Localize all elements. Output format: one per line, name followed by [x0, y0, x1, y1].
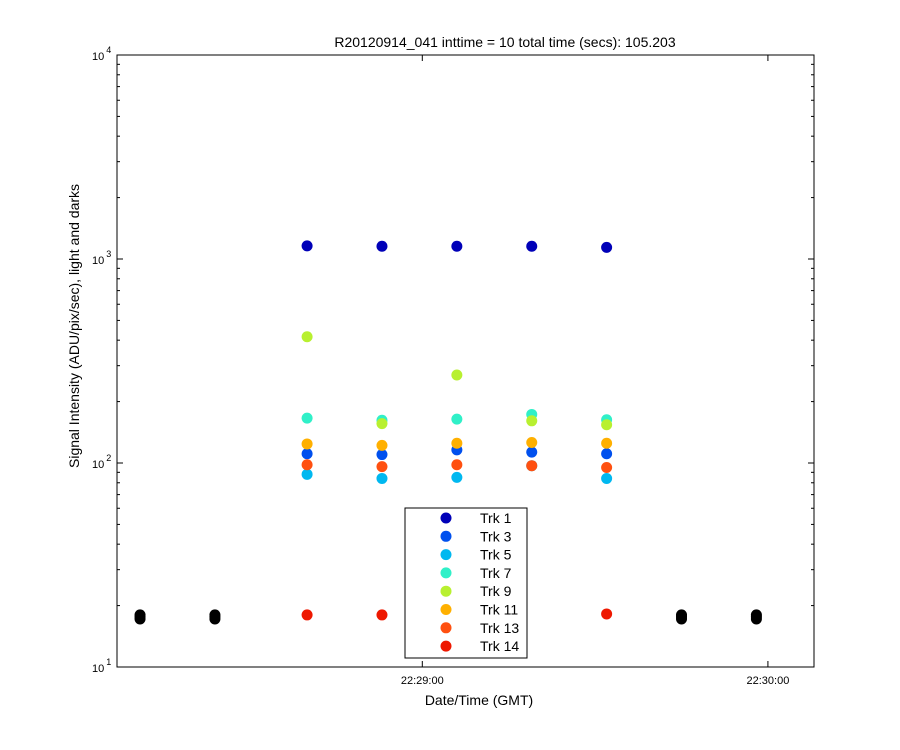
series-point [376, 439, 388, 451]
legend-box [404, 507, 528, 659]
y-tick-label: 102 [92, 453, 111, 471]
series-point [376, 461, 388, 473]
series-point [451, 471, 463, 483]
series-point [451, 413, 463, 425]
series-point [601, 462, 613, 474]
axis-tick-labels: 101 102 103 104 22:29:00 22:30:00 [92, 45, 789, 687]
series-point [526, 460, 538, 472]
legend-marker [440, 640, 452, 652]
legend-label: Trk 3 [480, 528, 512, 544]
series-point [601, 437, 613, 449]
legend-label: Trk 9 [480, 583, 512, 599]
series-point [526, 446, 538, 458]
y-axis-label: Signal Intensity (ADU/pix/sec), light an… [66, 184, 82, 468]
dark-point [676, 609, 688, 621]
series-point [601, 472, 613, 484]
series-point [376, 418, 388, 430]
series-point [451, 369, 463, 381]
legend: Trk 1 Trk 3 Trk 5 Trk 7 Trk 9 Trk 11 Trk 13 Trk… [404, 507, 528, 659]
series-point [451, 437, 463, 449]
legend-marker [440, 512, 452, 524]
legend-marker [440, 622, 452, 634]
series-point [451, 459, 463, 471]
series-point [601, 419, 613, 431]
series-point [526, 415, 538, 427]
legend-marker [440, 604, 452, 615]
series-point [376, 472, 388, 484]
series-point [301, 448, 313, 460]
legend-label: Trk 13 [480, 620, 519, 636]
series-point [376, 609, 388, 621]
legend-label: Trk 11 [480, 602, 518, 618]
y-tick-label: 103 [92, 249, 111, 267]
series-point [301, 412, 313, 424]
series-point [301, 459, 313, 471]
series-point [301, 468, 313, 480]
series-point [376, 240, 388, 252]
series-point [376, 449, 388, 461]
axis-ticks [117, 54, 814, 668]
series-point [301, 609, 313, 621]
legend-label: Trk 14 [480, 638, 519, 654]
series-point [301, 438, 313, 450]
series-point [301, 331, 313, 343]
dark-point [209, 609, 221, 621]
legend-marker [440, 549, 452, 561]
legend-label: Trk 1 [480, 510, 512, 526]
series-point [301, 240, 313, 252]
series-point [601, 448, 613, 460]
dark-point [750, 609, 762, 621]
legend-label: Trk 5 [480, 547, 512, 563]
series-point [601, 608, 613, 620]
x-tick-label: 22:29:00 [401, 675, 444, 687]
series-point [526, 240, 538, 252]
series-point [451, 240, 463, 252]
legend-marker [440, 585, 452, 597]
x-axis-label: Date/Time (GMT) [425, 692, 533, 708]
y-tick-label: 104 [92, 45, 111, 63]
chart-title: R20120914_041 inttime = 10 total time (s… [334, 34, 675, 50]
x-tick-label: 22:30:00 [747, 675, 790, 687]
series-point [526, 437, 538, 449]
legend-marker [440, 567, 452, 579]
dark-point [134, 609, 146, 621]
series-point [601, 241, 613, 253]
y-tick-label: 101 [92, 657, 111, 675]
data-points [134, 240, 762, 625]
legend-label: Trk 7 [480, 565, 512, 581]
legend-marker [440, 530, 452, 542]
